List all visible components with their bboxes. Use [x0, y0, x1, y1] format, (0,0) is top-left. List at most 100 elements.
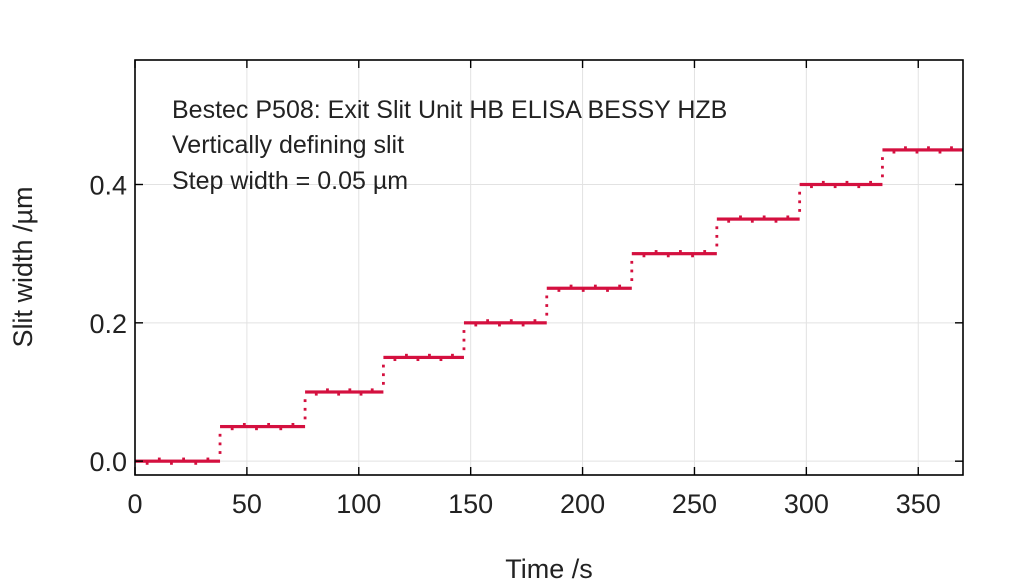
data-point — [821, 180, 825, 184]
transition-point — [462, 338, 466, 342]
transition-point — [545, 304, 549, 307]
data-point — [326, 388, 329, 392]
transition-point — [798, 209, 802, 212]
data-point — [359, 392, 363, 396]
transition-point — [382, 373, 385, 377]
step-plateau — [882, 148, 963, 152]
data-point — [739, 215, 742, 219]
x-tick-labels: 0 50 100 150 200 250 300 350 — [127, 489, 940, 519]
data-point — [569, 284, 573, 288]
transition-point — [630, 269, 634, 273]
x-tick-label: 250 — [672, 489, 717, 519]
transition-point — [881, 165, 884, 169]
data-point — [557, 289, 561, 292]
data-point — [194, 461, 198, 465]
transition-point — [715, 243, 719, 247]
data-point — [845, 180, 849, 184]
step-plateau — [220, 424, 306, 429]
step-plateau — [631, 252, 717, 256]
transition-point — [218, 433, 222, 437]
transition-point — [303, 407, 307, 411]
data-point — [666, 254, 670, 258]
data-point — [750, 219, 754, 223]
data-point — [267, 422, 271, 426]
data-point — [691, 254, 694, 258]
transition-point — [630, 260, 634, 264]
transition-point — [382, 364, 385, 368]
data-point — [869, 180, 873, 184]
x-tick-label: 0 — [127, 489, 142, 519]
annotation-title: Bestec P508: Exit Slit Unit HB ELISA BES… — [172, 96, 727, 124]
data-point — [521, 323, 525, 327]
data-point — [581, 289, 585, 292]
data-point — [405, 353, 408, 357]
step-plateau — [463, 321, 547, 325]
x-tick-label: 350 — [896, 489, 941, 519]
transition-point — [303, 399, 307, 403]
x-tick-label: 200 — [560, 489, 605, 519]
data-point — [145, 461, 149, 465]
transition-point — [545, 312, 549, 316]
data-point — [857, 185, 861, 189]
step-plateau — [135, 459, 221, 463]
grid-lines — [134, 60, 963, 475]
data-point — [950, 146, 953, 150]
data-point — [348, 388, 352, 392]
data-point — [642, 254, 646, 258]
transition-point — [218, 442, 222, 446]
data-point — [654, 250, 658, 253]
transition-point — [881, 157, 884, 160]
data-point — [810, 185, 813, 189]
step-plateau — [716, 217, 800, 221]
x-tick-label: 50 — [232, 489, 262, 519]
data-point — [703, 250, 707, 253]
data-point — [474, 323, 478, 327]
annotation-subtitle: Vertically defining slit — [172, 131, 404, 159]
x-axis-label: Time /s — [505, 554, 593, 584]
data-point — [606, 289, 609, 292]
data-point — [618, 284, 622, 288]
data-point — [206, 457, 210, 461]
data-point — [509, 319, 513, 323]
data-point — [533, 319, 537, 323]
data-point — [833, 185, 837, 189]
step-plateau — [546, 286, 632, 290]
data-point — [230, 427, 234, 431]
data-point — [927, 146, 930, 150]
data-point — [393, 358, 397, 362]
x-tick-label: 300 — [784, 489, 829, 519]
data-point — [678, 250, 682, 253]
data-point — [938, 150, 942, 154]
data-point — [157, 457, 161, 461]
y-tick-label: 0.2 — [89, 309, 127, 339]
data-point — [255, 427, 258, 431]
x-tick-label: 100 — [336, 489, 381, 519]
data-point — [337, 392, 341, 396]
data-point — [762, 215, 766, 219]
data-point — [892, 150, 896, 154]
data-point — [915, 150, 919, 154]
y-axis-label: Slit width /µm — [8, 186, 38, 347]
data-point — [170, 461, 173, 465]
data-point — [439, 358, 443, 362]
plot-frame — [134, 59, 964, 476]
step-plateau — [799, 182, 883, 187]
data-point — [370, 388, 374, 392]
x-tick-label: 150 — [448, 489, 493, 519]
transition-point — [218, 451, 222, 454]
transition-point — [545, 295, 549, 299]
transition-point — [382, 381, 385, 385]
transition-point — [715, 226, 719, 230]
transition-point — [798, 191, 802, 195]
y-tick-labels: 0.0 0.2 0.4 — [89, 171, 127, 478]
step-plateau — [383, 355, 464, 360]
data-point — [314, 392, 318, 396]
axis-ticks — [134, 60, 963, 475]
y-tick-label: 0.4 — [89, 171, 127, 201]
data-point — [486, 319, 490, 323]
data-point — [774, 219, 778, 223]
data-point — [904, 146, 907, 150]
data-point — [727, 219, 731, 223]
transition-point — [798, 200, 802, 204]
